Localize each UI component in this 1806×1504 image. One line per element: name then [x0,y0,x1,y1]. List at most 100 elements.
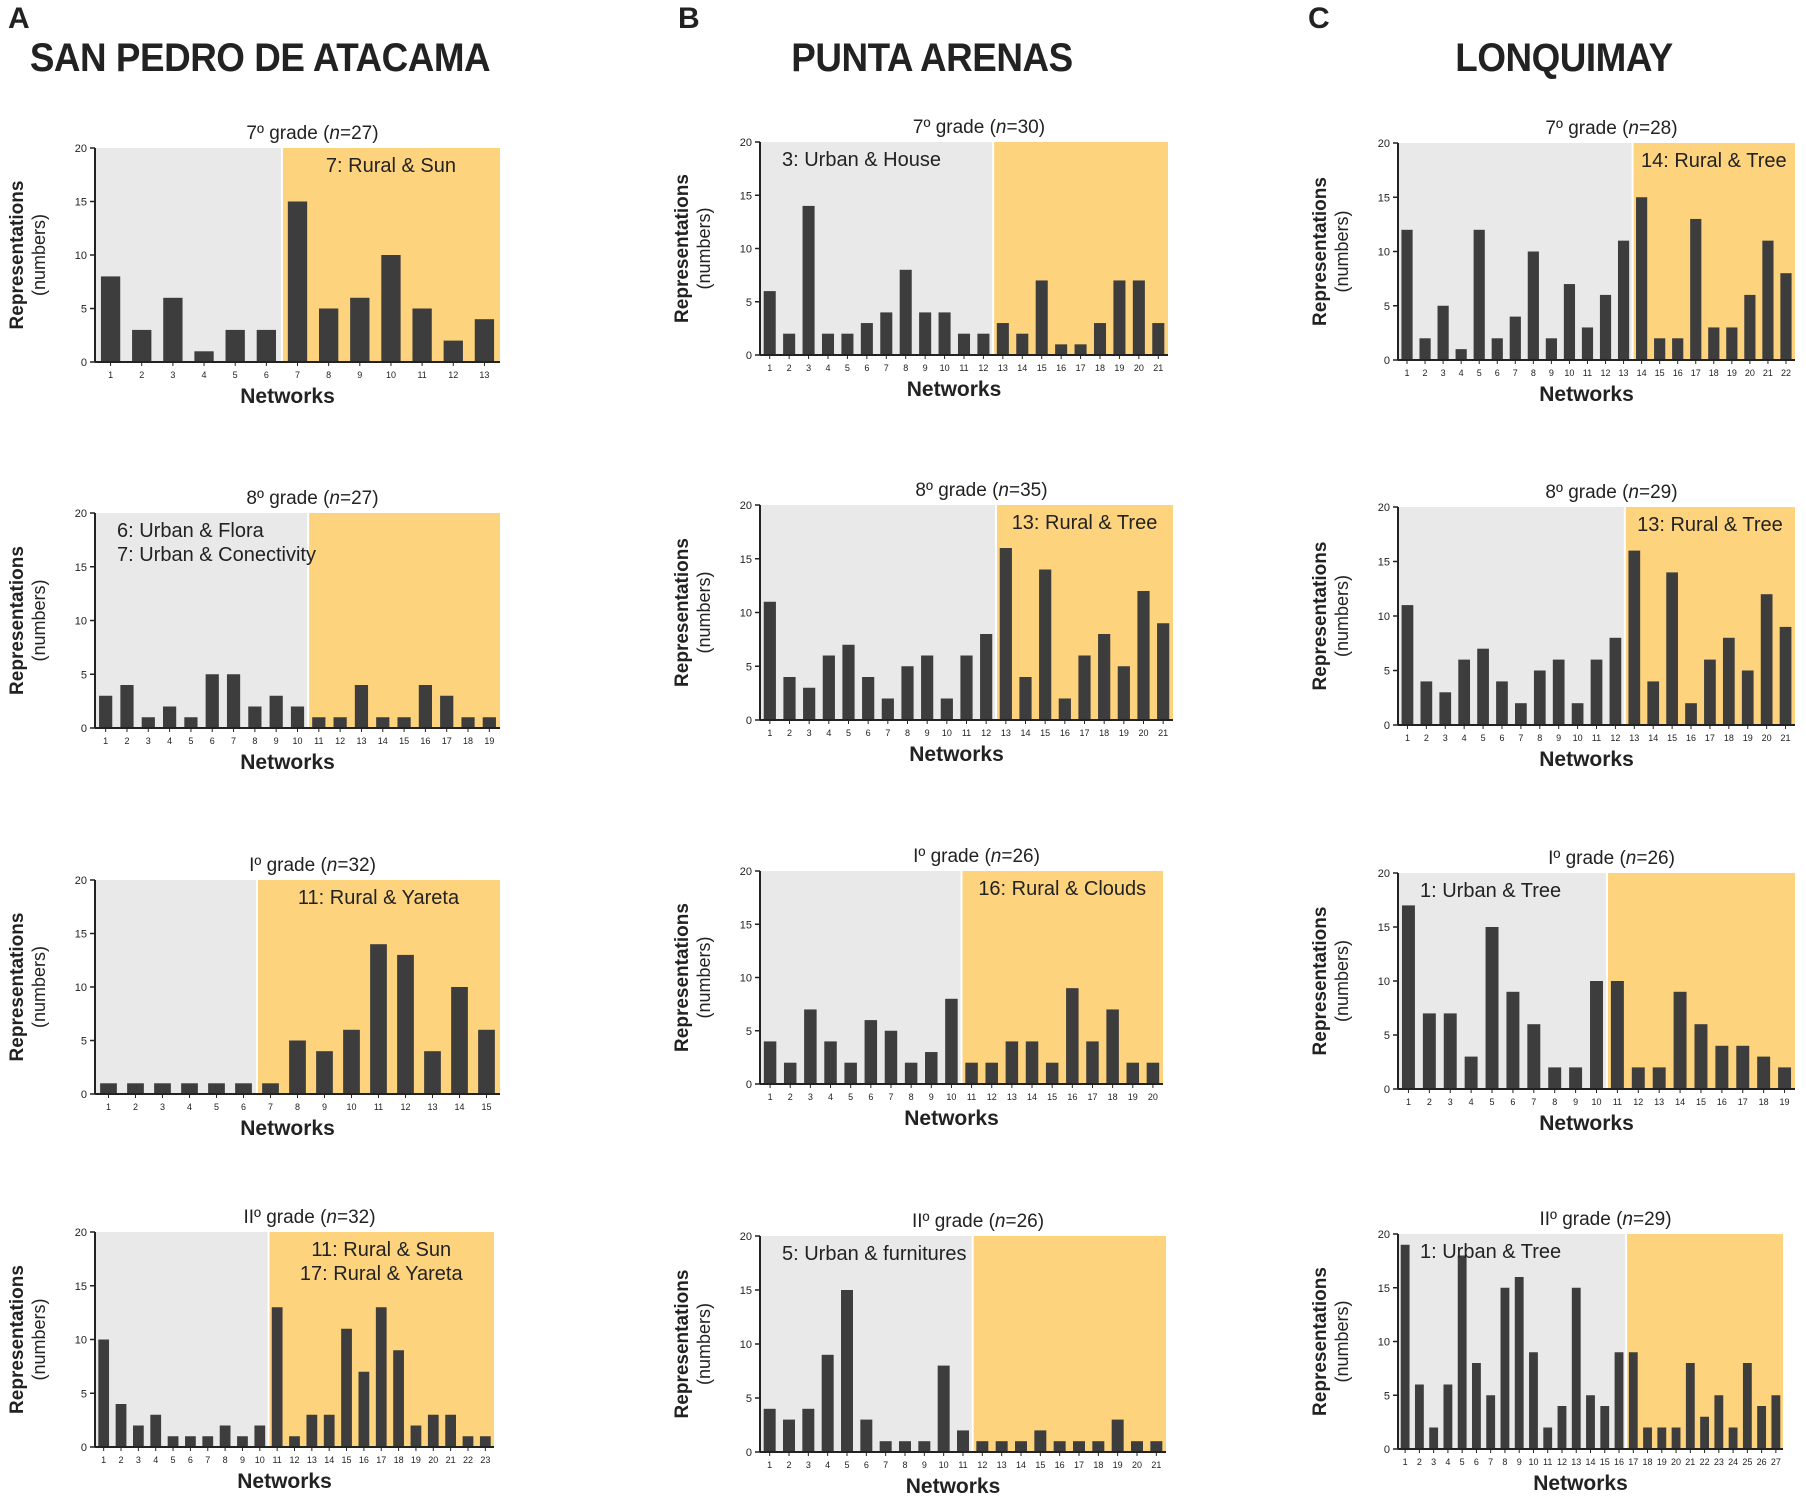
chart-b2-xtick-8: 8 [905,728,910,738]
chart-a2-bar-18 [461,717,475,728]
chart-c2-y-label: Representations [1310,542,1331,691]
chart-a4-y-label-units: (numbers) [29,1298,49,1380]
chart-a2-bar-3 [141,717,155,728]
chart-c2-bar-18 [1722,637,1735,725]
chart-b1-xtick-3: 3 [806,363,811,373]
chart-c1-xtick-21: 21 [1763,368,1773,378]
chart-a3-bar-11 [370,944,387,1094]
chart-c2-bar-2 [1420,681,1433,725]
chart-b2-xtick-9: 9 [925,728,930,738]
chart-a4-xtick-7: 7 [205,1455,210,1465]
region-title-san-pedro: SAN PEDRO DE ATACAMA [29,36,491,80]
chart-c4-xtick-25: 25 [1742,1457,1752,1467]
chart-a2-bar-14 [376,717,390,728]
chart-c2-xtick-19: 19 [1743,733,1753,743]
chart-b4-bar-14 [1015,1441,1027,1452]
chart-c4-y-label-units: (numbers) [1332,1300,1352,1382]
chart-a2-bar-12 [333,717,347,728]
chart-c4-bar-6 [1472,1363,1481,1449]
chart-b4-xtick-2: 2 [786,1460,791,1470]
chart-c2-y-label-units: (numbers) [1332,575,1352,657]
chart-b2-bar-3 [803,687,816,720]
chart-b2-xtick-6: 6 [866,728,871,738]
chart-a2-xtick-17: 17 [442,736,452,746]
chart-b3-bar-6 [864,1020,878,1084]
chart-a3-ytick-15: 15 [75,929,87,941]
chart-c2-xtick-11: 11 [1592,733,1601,743]
chart-c3-bar-9 [1569,1067,1583,1089]
chart-b1-bar-7 [880,312,893,355]
chart-a4-xtick-11: 11 [272,1455,281,1465]
chart-b1-xtick-5: 5 [845,363,850,373]
chart-b1-bar-5 [841,333,854,355]
chart-c4-ytick-0: 0 [1384,1444,1390,1456]
chart-c2-xtick-20: 20 [1762,733,1772,743]
chart-c4-bar-26 [1757,1406,1767,1449]
chart-a2-annotation-1: 6: Urban & Flora [117,520,265,542]
chart-c1-bar-9 [1545,338,1557,360]
chart-b3-xtick-15: 15 [1047,1092,1057,1102]
chart-a1-xtick-5: 5 [233,370,238,380]
chart-a4-bar-17 [375,1307,387,1447]
chart-b3-x-label: Networks [904,1107,999,1130]
chart-a1-bar-10 [381,255,401,362]
chart-a2-xtick-8: 8 [252,736,257,746]
chart-c2-xtick-2: 2 [1424,733,1429,743]
chart-c2-bar-17 [1704,659,1716,725]
chart-b1-xtick-8: 8 [903,363,908,373]
chart-c1-bar-19 [1726,327,1738,360]
chart-b2-bar-7 [881,698,894,720]
chart-c3-xtick-11: 11 [1613,1097,1622,1107]
chart-c1-xtick-16: 16 [1673,368,1683,378]
chart-b4-urban-region [760,1236,973,1452]
chart-a1-title: 7º grade (n=27) [246,123,378,144]
chart-c4-bar-18 [1643,1427,1652,1449]
chart-b4-bar-1 [763,1408,776,1452]
chart-c1-xtick-18: 18 [1709,368,1719,378]
chart-b3-xtick-6: 6 [868,1092,873,1102]
chart-b3-xtick-19: 19 [1128,1092,1138,1102]
chart-b2-xtick-16: 16 [1060,728,1070,738]
chart-a2-y-label: Representations [7,546,28,695]
chart-c3-title: Iº grade (n=26) [1548,848,1675,869]
chart-a1-ytick-20: 20 [75,143,87,155]
chart-c2-bar-5 [1477,648,1489,725]
chart-c4-xtick-13: 13 [1571,1457,1581,1467]
chart-c2-xtick-15: 15 [1667,733,1677,743]
chart-a1-bar-9 [350,297,370,362]
chart-a3-xtick-15: 15 [481,1102,491,1112]
chart-b3-ytick-0: 0 [746,1079,752,1091]
chart-a2-bar-7 [226,674,241,728]
chart-a4-ytick-10: 10 [75,1335,87,1347]
chart-c2-xtick-9: 9 [1556,733,1561,743]
chart-b1-bar-13 [996,323,1009,355]
chart-b1-bar-11 [957,333,971,355]
chart-b3-bar-8 [904,1062,918,1084]
chart-b4-xtick-9: 9 [922,1460,927,1470]
chart-b4-y-label-units: (numbers) [694,1303,714,1385]
chart-b3-xtick-7: 7 [888,1092,893,1102]
chart-b4-annotation-1: 5: Urban & furnitures [782,1243,967,1265]
chart-c2-xtick-13: 13 [1629,733,1639,743]
chart-c2-urban-region [1398,507,1625,725]
chart-a2-xtick-6: 6 [210,736,215,746]
chart-c4-xtick-15: 15 [1600,1457,1610,1467]
chart-c1-bar-7 [1509,316,1521,360]
chart-c4-xtick-7: 7 [1488,1457,1493,1467]
chart-a2-bar-11 [312,717,326,728]
chart-a1-ytick-5: 5 [81,304,87,316]
chart-b1-annotation-1: 3: Urban & House [782,149,941,171]
chart-b3-y-label-units: (numbers) [694,936,714,1018]
chart-a1-bar-6 [256,329,277,362]
chart-a3-bar-7 [262,1083,279,1094]
chart-b4-bar-20 [1131,1441,1143,1452]
chart-b4-rural-region [972,1236,1166,1452]
chart-c3-xtick-16: 16 [1717,1097,1727,1107]
chart-c4-xtick-3: 3 [1431,1457,1436,1467]
chart-c1-bar-11 [1581,327,1594,360]
chart-a4-bar-23 [479,1436,491,1447]
chart-c1-bar-1 [1401,229,1413,360]
chart-b1-bar-1 [763,291,776,355]
chart-a1-urban-region [95,148,282,362]
chart-b1-bar-17 [1074,344,1087,355]
